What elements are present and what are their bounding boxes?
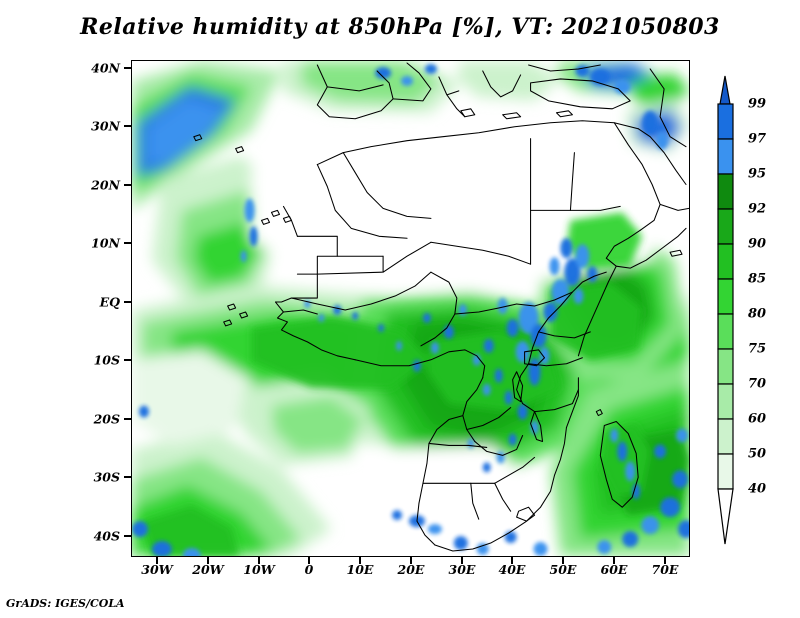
colorbar-label-40: 40 (748, 481, 767, 497)
x-axis-label-10E: 10E (346, 562, 374, 577)
colorbar[interactable]: 99 97 95 92 90 85 80 75 70 60 50 40 (712, 74, 800, 549)
x-axis-label-30W: 30W (141, 562, 173, 577)
colorbar-label-99: 99 (748, 96, 767, 112)
x-axis-label-70E: 70E (651, 562, 679, 577)
page-title: Relative humidity at 850hPa [%], VT: 202… (80, 14, 720, 40)
y-axis-label-20S: 20S (93, 411, 120, 427)
y-tick-mark (124, 359, 131, 361)
colorbar-label-97: 97 (748, 131, 767, 147)
colorbar-label-85: 85 (748, 271, 767, 287)
x-axis-label-60E: 60E (600, 562, 628, 577)
x-tick-mark (308, 557, 310, 564)
x-axis-label-10W: 10W (243, 562, 275, 577)
y-axis-label-10S: 10S (93, 352, 120, 368)
colorbar-label-60: 60 (748, 411, 767, 427)
x-tick-mark (461, 557, 463, 564)
y-tick-mark (124, 242, 131, 244)
footer-attribution: GrADS: IGES/COLA (6, 597, 125, 610)
x-tick-mark (664, 557, 666, 564)
y-tick-mark (124, 301, 131, 303)
colorbar-label-95: 95 (748, 166, 767, 182)
y-axis-label-30N: 30N (91, 118, 120, 134)
y-axis-label-30S: 30S (93, 469, 120, 485)
x-axis-label-40E: 40E (498, 562, 526, 577)
colorbar-label-70: 70 (748, 376, 767, 392)
y-tick-mark (124, 184, 131, 186)
x-axis-label-30E: 30E (448, 562, 476, 577)
y-tick-mark (124, 67, 131, 69)
colorbar-label-80: 80 (748, 306, 767, 322)
x-tick-mark (359, 557, 361, 564)
x-axis-label-20W: 20W (192, 562, 224, 577)
x-axis-label-20E: 20E (397, 562, 425, 577)
y-axis-label-40N: 40N (91, 60, 120, 76)
x-tick-mark (156, 557, 158, 564)
y-axis-label-20N: 20N (91, 177, 120, 193)
x-tick-mark (410, 557, 412, 564)
x-tick-mark (258, 557, 260, 564)
x-tick-mark (511, 557, 513, 564)
y-tick-mark (124, 535, 131, 537)
y-tick-mark (124, 125, 131, 127)
y-axis-label-EQ: EQ (99, 294, 120, 310)
x-axis-label-50E: 50E (549, 562, 577, 577)
relative-humidity-heatmap (132, 61, 689, 556)
country-boundaries (193, 62, 689, 552)
colorbar-label-92: 92 (748, 201, 767, 217)
map-plot-area[interactable] (131, 60, 690, 557)
x-tick-mark (613, 557, 615, 564)
y-axis-label-10N: 10N (91, 235, 120, 251)
x-axis-label-0: 0 (304, 562, 314, 577)
colorbar-label-90: 90 (748, 236, 767, 252)
y-tick-mark (124, 476, 131, 478)
y-axis-label-40S: 40S (93, 528, 120, 544)
y-tick-mark (124, 418, 131, 420)
colorbar-label-75: 75 (748, 341, 767, 357)
x-tick-mark (207, 557, 209, 564)
x-tick-mark (562, 557, 564, 564)
colorbar-label-50: 50 (748, 446, 767, 462)
colorbar-swatches (717, 75, 734, 545)
